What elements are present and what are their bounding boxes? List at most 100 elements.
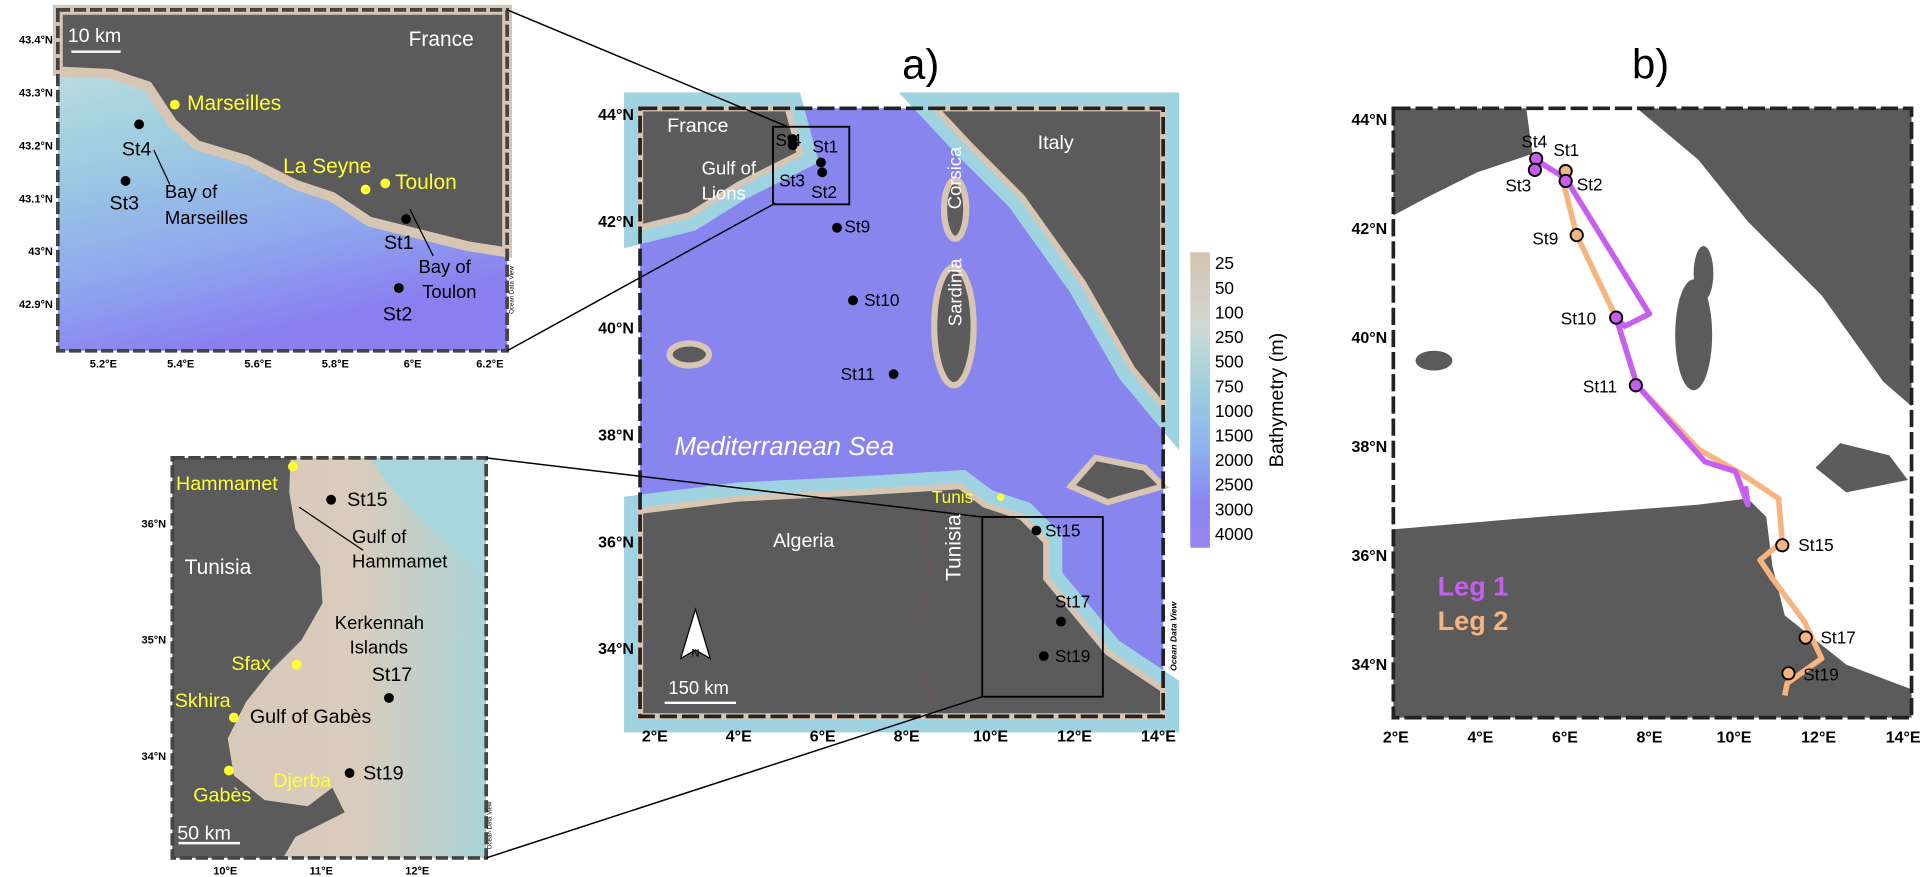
lon-tick-label: 6.2°E bbox=[476, 358, 503, 370]
legend-entry: Leg 1 bbox=[1438, 571, 1509, 602]
frame bbox=[1391, 106, 1914, 720]
ship-track bbox=[1560, 171, 1825, 696]
deep-water bbox=[369, 457, 487, 579]
label: Sardinia bbox=[944, 258, 965, 326]
label: Ocean Data View bbox=[487, 801, 494, 849]
label: Gulf of bbox=[702, 158, 757, 179]
label: Marseilles bbox=[187, 92, 281, 115]
label: Tunisia bbox=[185, 556, 252, 579]
lat-tick-label: 36°N bbox=[141, 518, 166, 530]
label: Hammamet bbox=[352, 550, 447, 571]
land bbox=[172, 457, 345, 858]
label: St10 bbox=[1561, 309, 1596, 329]
station-marker bbox=[1038, 651, 1049, 661]
inset-top bbox=[52, 4, 513, 353]
lat-tick-label: 34°N bbox=[141, 751, 166, 763]
station-marker bbox=[1798, 630, 1813, 645]
lon-tick-label: 8°E bbox=[1637, 730, 1663, 747]
label: N bbox=[691, 648, 699, 660]
label: St9 bbox=[844, 216, 870, 236]
label: Algeria bbox=[773, 530, 834, 552]
station-marker bbox=[817, 167, 828, 178]
station-marker bbox=[997, 493, 1005, 501]
lat-tick-label: 40°N bbox=[598, 321, 634, 338]
colorbar-label: 1000 bbox=[1215, 401, 1253, 421]
label: Skhira bbox=[175, 690, 231, 712]
ship-track bbox=[1534, 157, 1751, 508]
label: Tunisia bbox=[943, 514, 966, 581]
label: Islands bbox=[350, 637, 408, 658]
colorbar bbox=[1190, 252, 1210, 548]
label: Italy bbox=[1038, 132, 1074, 154]
station-marker bbox=[1775, 538, 1790, 553]
station-marker bbox=[1628, 378, 1643, 393]
label: France bbox=[409, 28, 474, 51]
label: Gulf of bbox=[352, 526, 407, 547]
label: Toulon bbox=[395, 171, 457, 194]
colorbar-label: 1500 bbox=[1215, 426, 1253, 446]
panel-a-map bbox=[624, 92, 1210, 733]
lat-tick-label: 40°N bbox=[1351, 330, 1387, 347]
label: Hammamet bbox=[176, 473, 278, 495]
border bbox=[916, 510, 937, 717]
station-marker bbox=[384, 692, 394, 703]
land bbox=[1393, 108, 1912, 718]
label: St11 bbox=[1583, 376, 1617, 396]
lat-tick-label: 38°N bbox=[598, 427, 634, 444]
label: St11 bbox=[841, 364, 875, 384]
station-marker bbox=[224, 765, 234, 776]
station-marker bbox=[1609, 310, 1624, 325]
lon-tick-label: 14°E bbox=[1886, 730, 1921, 747]
label: St2 bbox=[383, 303, 413, 325]
label: St15 bbox=[1798, 535, 1833, 555]
lat-tick-label: 34°N bbox=[1351, 657, 1387, 674]
label: Tunis bbox=[932, 487, 973, 507]
lon-tick-label: 10°E bbox=[973, 729, 1008, 746]
station-marker bbox=[1031, 525, 1042, 536]
colorbar-label: 750 bbox=[1215, 376, 1244, 396]
label: 150 km bbox=[668, 677, 729, 698]
lon-tick-label: 4°E bbox=[1467, 730, 1493, 747]
panel-b-map bbox=[1391, 106, 1914, 720]
lon-tick-label: 2°E bbox=[1383, 730, 1409, 747]
colorbar-title: Bathymetry (m) bbox=[1266, 333, 1288, 468]
station-marker bbox=[228, 712, 239, 723]
label: St15 bbox=[1045, 520, 1080, 540]
lat-tick-label: 42°N bbox=[1351, 221, 1387, 238]
station-marker bbox=[169, 99, 180, 110]
label: St17 bbox=[1055, 592, 1090, 612]
lon-tick-label: 6°E bbox=[810, 729, 836, 746]
label: St2 bbox=[1577, 174, 1603, 194]
lat-tick-label: 43°N bbox=[28, 246, 53, 258]
label: Gulf of Gabès bbox=[250, 706, 372, 728]
colorbar-label: 3000 bbox=[1215, 499, 1253, 519]
label: Corsica bbox=[944, 146, 965, 209]
station-marker bbox=[787, 140, 798, 151]
lon-tick-label: 8°E bbox=[894, 729, 920, 746]
colorbar-label: 4000 bbox=[1215, 524, 1253, 544]
lon-tick-label: 12°E bbox=[405, 865, 429, 877]
lon-tick-label: 6°E bbox=[1552, 730, 1578, 747]
station-marker bbox=[134, 119, 145, 130]
lon-tick-label: 5.4°E bbox=[167, 358, 194, 370]
lon-tick-label: 12°E bbox=[1801, 730, 1836, 747]
lat-tick-label: 43.3°N bbox=[19, 87, 53, 99]
connectors bbox=[485, 9, 983, 859]
station-marker bbox=[291, 659, 302, 670]
lon-tick-label: 11°E bbox=[310, 865, 334, 877]
frame bbox=[638, 106, 1166, 719]
colorbar-label: 50 bbox=[1215, 278, 1234, 298]
label: Sfax bbox=[231, 653, 271, 675]
label: St19 bbox=[1803, 664, 1838, 684]
lon-tick-label: 10°E bbox=[1717, 730, 1752, 747]
lat-tick-label: 34°N bbox=[598, 641, 634, 658]
label: St9 bbox=[1532, 229, 1558, 249]
label: Kerkennah bbox=[335, 612, 424, 633]
legend-entry: Leg 2 bbox=[1438, 605, 1509, 636]
station-marker bbox=[1527, 162, 1542, 177]
station-marker bbox=[120, 176, 131, 186]
lat-tick-label: 43.1°N bbox=[19, 193, 53, 205]
station-marker bbox=[360, 184, 371, 195]
label: Bay of bbox=[165, 181, 218, 202]
lat-tick-label: 44°N bbox=[1351, 112, 1387, 129]
